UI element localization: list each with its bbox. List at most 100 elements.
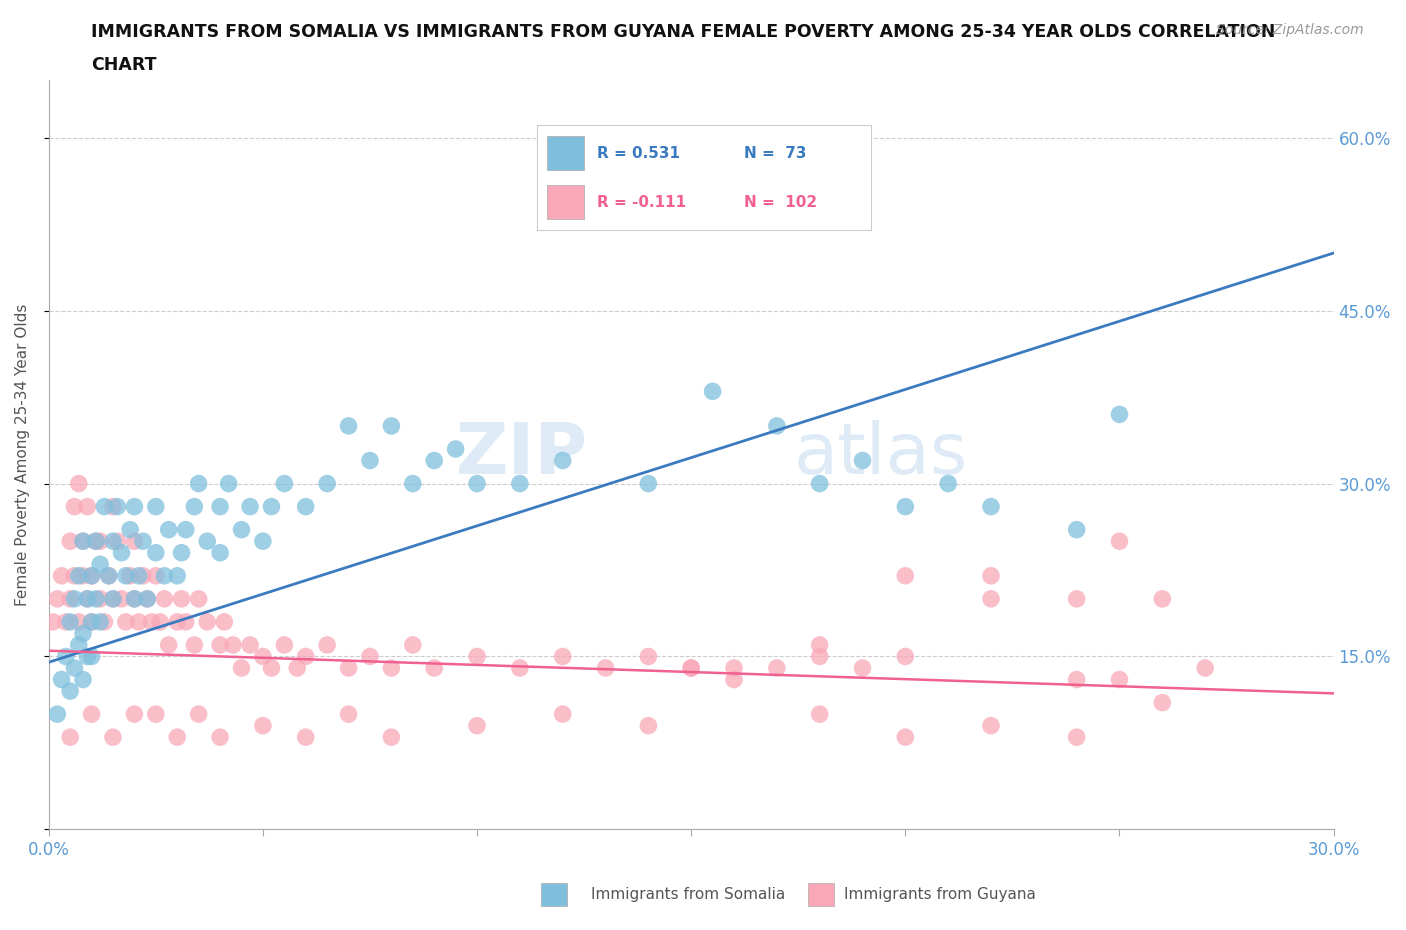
Point xyxy=(187,476,209,491)
Point xyxy=(222,637,245,652)
Point xyxy=(273,637,295,652)
Point xyxy=(637,476,659,491)
Point xyxy=(980,718,1002,733)
Point xyxy=(894,730,917,745)
Point xyxy=(936,476,959,491)
Point xyxy=(76,591,98,606)
Point xyxy=(59,615,82,630)
Point xyxy=(51,672,73,687)
Point xyxy=(136,591,159,606)
Text: Immigrants from Guyana: Immigrants from Guyana xyxy=(844,887,1035,902)
Point xyxy=(980,568,1002,583)
Point xyxy=(110,545,132,560)
Point xyxy=(84,534,107,549)
Point xyxy=(214,615,236,630)
Point xyxy=(97,568,120,583)
Point xyxy=(63,660,86,675)
Point xyxy=(1066,591,1088,606)
Text: Source: ZipAtlas.com: Source: ZipAtlas.com xyxy=(1216,23,1364,37)
Point xyxy=(67,615,90,630)
Point xyxy=(132,534,155,549)
Point xyxy=(894,499,917,514)
Point xyxy=(551,707,574,722)
Point xyxy=(337,660,360,675)
Point xyxy=(231,660,253,675)
Point xyxy=(209,545,232,560)
Point xyxy=(72,626,94,641)
Point xyxy=(894,568,917,583)
Point xyxy=(89,591,111,606)
Point xyxy=(55,615,77,630)
Point xyxy=(285,660,308,675)
Point xyxy=(166,730,188,745)
Point xyxy=(84,534,107,549)
Point xyxy=(42,615,65,630)
Point xyxy=(59,534,82,549)
Point xyxy=(551,649,574,664)
Point xyxy=(1066,672,1088,687)
Point xyxy=(851,660,873,675)
Point xyxy=(84,591,107,606)
Point xyxy=(67,637,90,652)
Point xyxy=(681,660,703,675)
Point xyxy=(209,637,232,652)
Point xyxy=(465,649,488,664)
Point xyxy=(141,615,163,630)
Point xyxy=(423,660,446,675)
Point xyxy=(294,730,316,745)
Point xyxy=(153,568,176,583)
Text: CHART: CHART xyxy=(91,56,157,73)
Point xyxy=(59,591,82,606)
Point xyxy=(55,649,77,664)
Y-axis label: Female Poverty Among 25-34 Year Olds: Female Poverty Among 25-34 Year Olds xyxy=(15,303,30,606)
Point xyxy=(1108,534,1130,549)
Point xyxy=(93,499,115,514)
Point xyxy=(551,453,574,468)
Point xyxy=(105,499,128,514)
Point xyxy=(195,615,218,630)
Point xyxy=(120,568,142,583)
Point xyxy=(380,730,402,745)
Point xyxy=(509,660,531,675)
Point xyxy=(218,476,240,491)
Point xyxy=(423,453,446,468)
Point xyxy=(166,568,188,583)
Point xyxy=(637,718,659,733)
Point xyxy=(46,707,69,722)
Point xyxy=(89,615,111,630)
Point xyxy=(80,568,103,583)
Point xyxy=(80,568,103,583)
Point xyxy=(115,568,138,583)
Point xyxy=(183,499,205,514)
Point xyxy=(294,499,316,514)
Point xyxy=(723,660,745,675)
Point xyxy=(1108,407,1130,422)
Point xyxy=(72,568,94,583)
Point xyxy=(124,591,146,606)
Point xyxy=(115,615,138,630)
Point xyxy=(359,649,381,664)
Point xyxy=(72,534,94,549)
Point xyxy=(260,660,283,675)
Point xyxy=(766,418,789,433)
Point xyxy=(337,707,360,722)
Point xyxy=(808,649,831,664)
Point xyxy=(766,660,789,675)
Point xyxy=(402,637,425,652)
Point xyxy=(209,499,232,514)
Point xyxy=(124,591,146,606)
Point xyxy=(174,523,197,538)
Point xyxy=(72,534,94,549)
Point xyxy=(380,660,402,675)
Point xyxy=(120,523,142,538)
Point xyxy=(187,591,209,606)
Point xyxy=(63,499,86,514)
Point xyxy=(380,418,402,433)
Point xyxy=(723,672,745,687)
Point xyxy=(149,615,172,630)
Point xyxy=(80,615,103,630)
Point xyxy=(187,707,209,722)
Point xyxy=(637,649,659,664)
Point xyxy=(80,707,103,722)
Point xyxy=(465,718,488,733)
